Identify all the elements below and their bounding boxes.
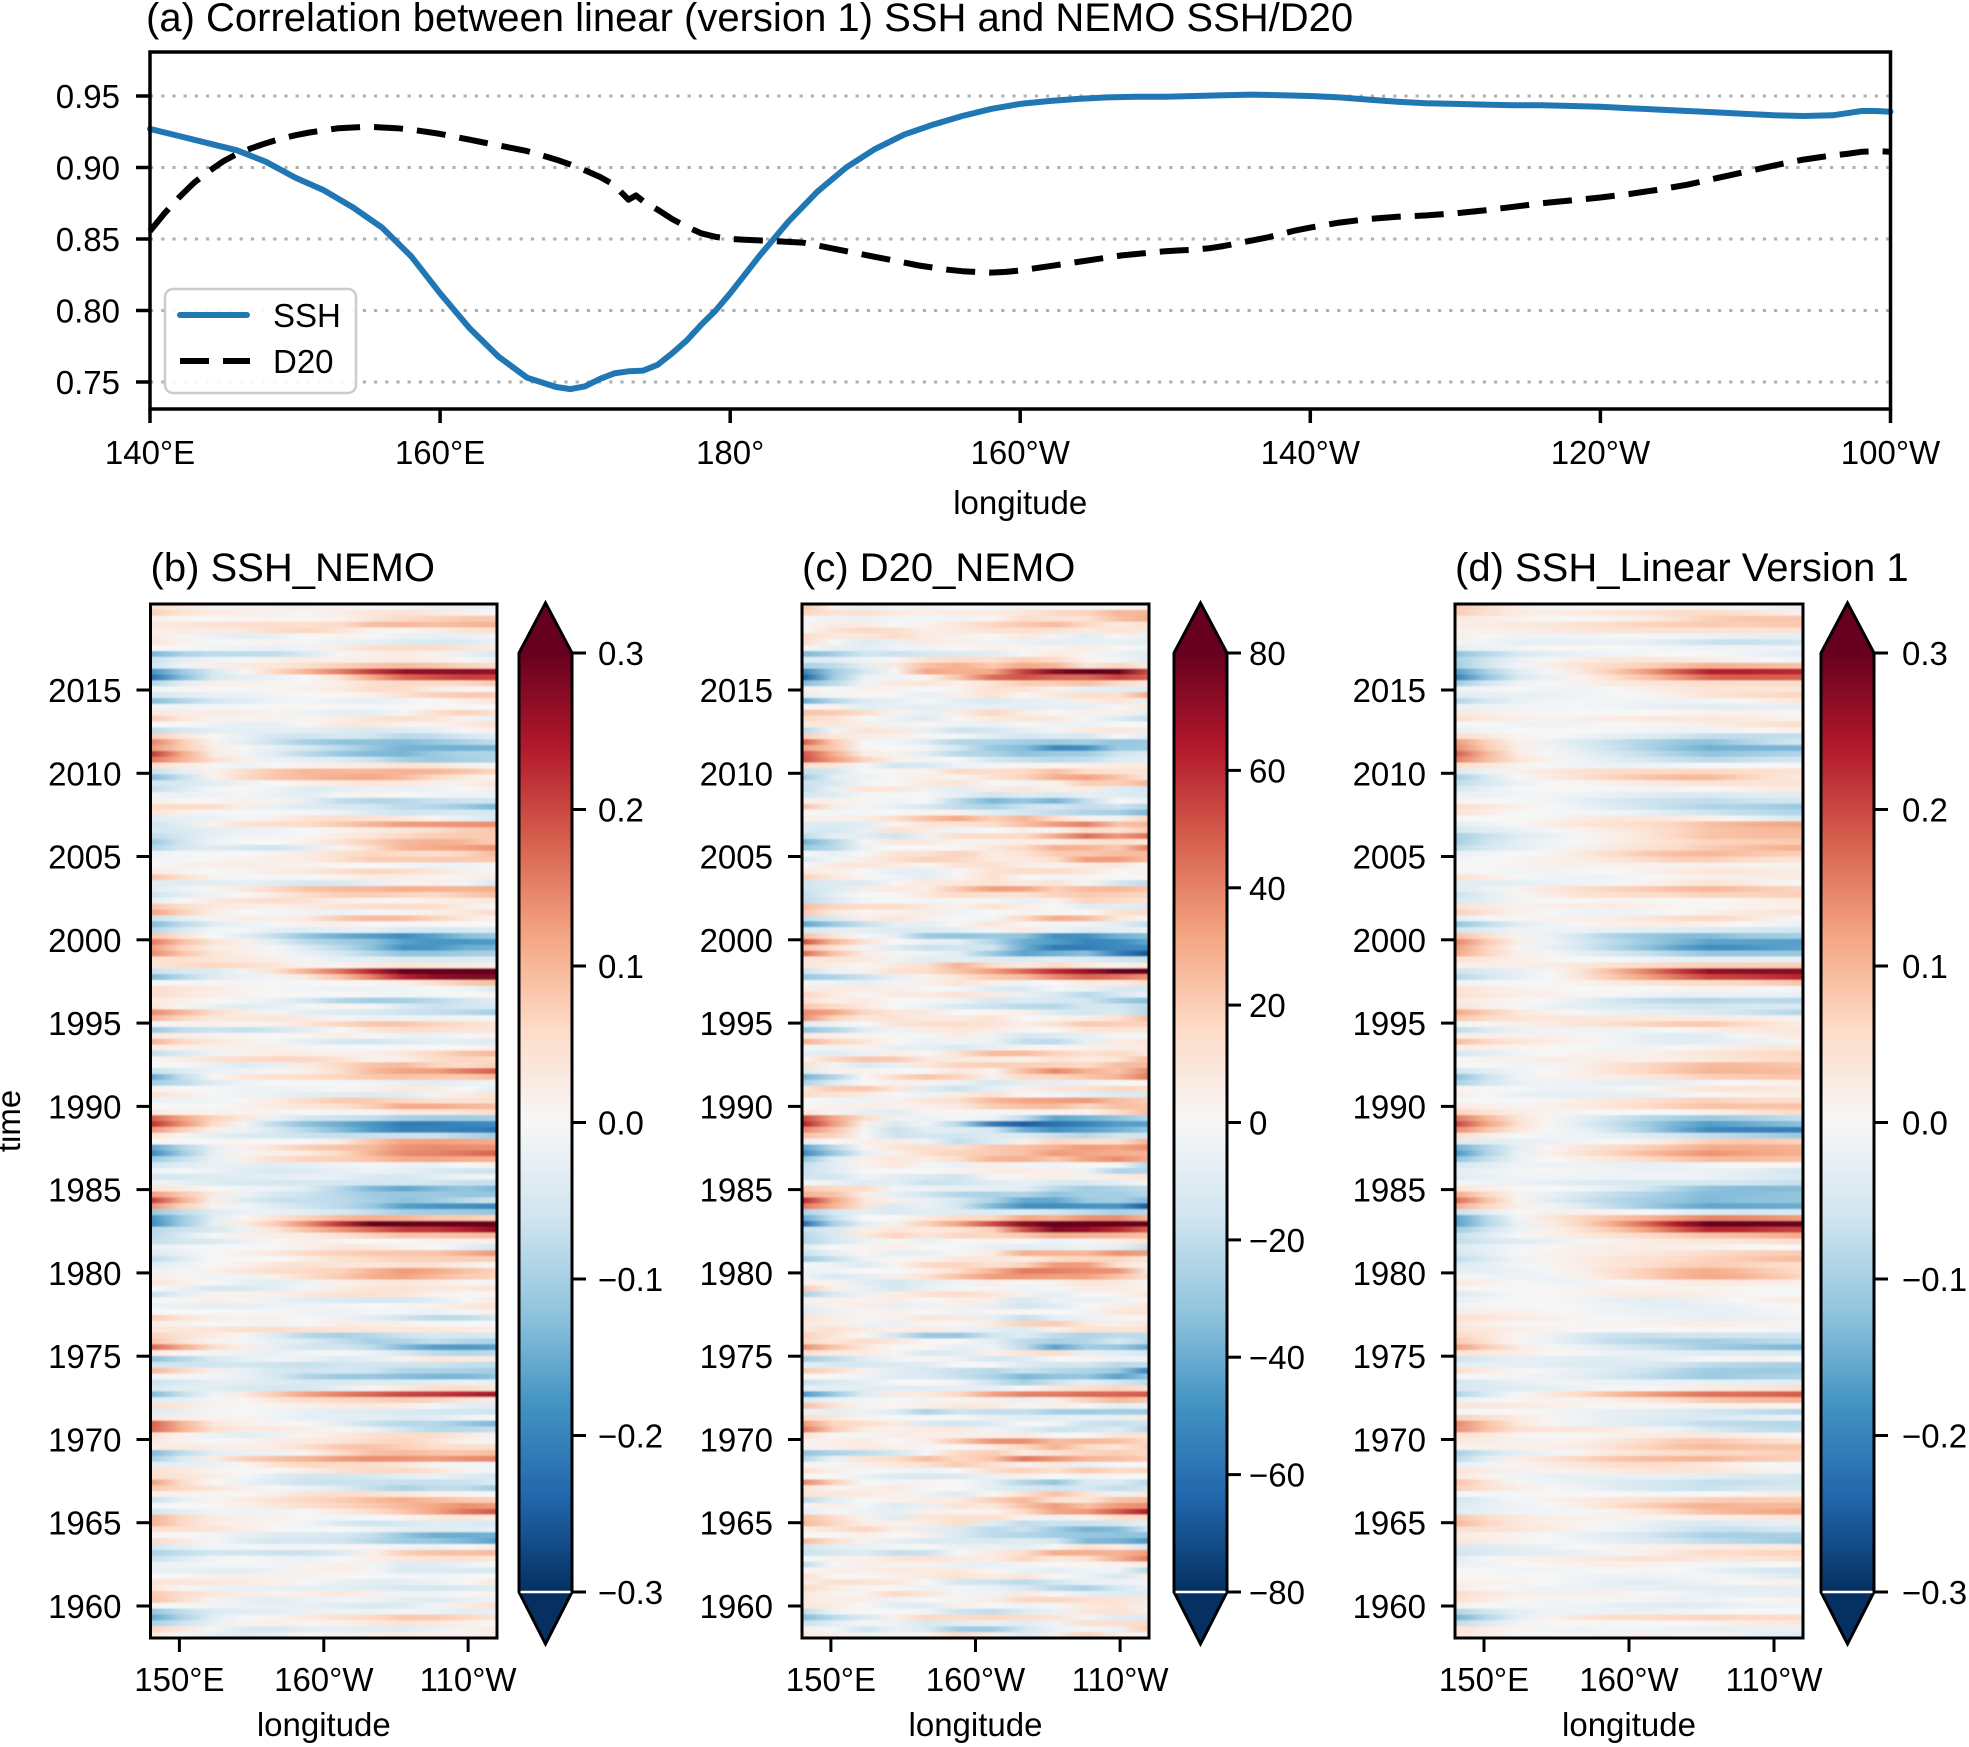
svg-text:150°E: 150°E <box>1439 1661 1529 1698</box>
svg-text:2015: 2015 <box>700 672 773 709</box>
svg-text:1990: 1990 <box>1353 1088 1426 1125</box>
svg-text:0.75: 0.75 <box>56 364 120 401</box>
svg-text:150°E: 150°E <box>786 1661 876 1698</box>
svg-text:−0.1: −0.1 <box>598 1261 663 1298</box>
svg-text:−40: −40 <box>1249 1339 1305 1376</box>
svg-text:(a) Correlation between linear: (a) Correlation between linear (version … <box>146 0 1353 40</box>
svg-text:0.80: 0.80 <box>56 293 120 330</box>
svg-text:1990: 1990 <box>48 1088 121 1125</box>
svg-text:longitude: longitude <box>909 1706 1043 1743</box>
svg-text:2010: 2010 <box>700 755 773 792</box>
svg-text:−20: −20 <box>1249 1222 1305 1259</box>
svg-text:longitude: longitude <box>953 484 1087 521</box>
svg-text:110°W: 110°W <box>1726 1661 1824 1698</box>
svg-text:0.95: 0.95 <box>56 78 120 115</box>
svg-text:40: 40 <box>1249 870 1286 907</box>
svg-text:2005: 2005 <box>48 839 121 876</box>
svg-text:1960: 1960 <box>1353 1588 1426 1625</box>
svg-text:SSH: SSH <box>273 297 341 334</box>
svg-text:1970: 1970 <box>700 1422 773 1459</box>
svg-text:2000: 2000 <box>48 922 121 959</box>
svg-text:1995: 1995 <box>48 1005 121 1042</box>
svg-text:150°E: 150°E <box>134 1661 224 1698</box>
svg-text:−60: −60 <box>1249 1457 1305 1494</box>
svg-text:160°W: 160°W <box>926 1661 1026 1698</box>
svg-text:2005: 2005 <box>1353 839 1426 876</box>
svg-text:60: 60 <box>1249 752 1286 789</box>
svg-text:(d) SSH_Linear Version 1: (d) SSH_Linear Version 1 <box>1455 546 1909 590</box>
svg-text:80: 80 <box>1249 635 1286 672</box>
svg-text:1980: 1980 <box>48 1255 121 1292</box>
svg-text:1985: 1985 <box>700 1172 773 1209</box>
svg-text:(c) D20_NEMO: (c) D20_NEMO <box>802 546 1075 590</box>
svg-text:2000: 2000 <box>700 922 773 959</box>
svg-text:1965: 1965 <box>48 1505 121 1542</box>
svg-text:1985: 1985 <box>1353 1172 1426 1209</box>
svg-text:1975: 1975 <box>1353 1338 1426 1375</box>
svg-text:1960: 1960 <box>48 1588 121 1625</box>
svg-text:−0.1: −0.1 <box>1902 1261 1967 1298</box>
svg-text:1975: 1975 <box>700 1338 773 1375</box>
svg-text:20: 20 <box>1249 987 1286 1024</box>
svg-text:1980: 1980 <box>1353 1255 1426 1292</box>
svg-text:0.2: 0.2 <box>598 792 644 829</box>
svg-text:−0.2: −0.2 <box>1902 1418 1967 1455</box>
svg-text:2000: 2000 <box>1353 922 1426 959</box>
svg-text:2015: 2015 <box>48 672 121 709</box>
svg-text:1995: 1995 <box>700 1005 773 1042</box>
svg-text:2015: 2015 <box>1353 672 1426 709</box>
svg-text:1970: 1970 <box>48 1422 121 1459</box>
svg-text:(b) SSH_NEMO: (b) SSH_NEMO <box>151 546 436 590</box>
svg-text:0.0: 0.0 <box>598 1105 644 1142</box>
svg-text:longitude: longitude <box>257 1706 391 1743</box>
svg-text:2010: 2010 <box>1353 755 1426 792</box>
svg-text:time: time <box>0 1090 27 1152</box>
svg-text:180°: 180° <box>696 434 764 471</box>
svg-text:140°W: 140°W <box>1261 434 1361 471</box>
svg-text:160°W: 160°W <box>1579 1661 1679 1698</box>
svg-text:longitude: longitude <box>1562 1706 1696 1743</box>
svg-text:1960: 1960 <box>700 1588 773 1625</box>
svg-text:0.90: 0.90 <box>56 150 120 187</box>
svg-text:0.85: 0.85 <box>56 221 120 258</box>
svg-text:D20: D20 <box>273 343 334 380</box>
svg-text:160°E: 160°E <box>395 434 485 471</box>
svg-text:0.0: 0.0 <box>1902 1105 1948 1142</box>
svg-text:110°W: 110°W <box>1072 1661 1170 1698</box>
svg-text:160°W: 160°W <box>274 1661 374 1698</box>
svg-text:160°W: 160°W <box>970 434 1070 471</box>
svg-text:0.3: 0.3 <box>598 635 644 672</box>
svg-text:120°W: 120°W <box>1551 434 1651 471</box>
svg-text:1975: 1975 <box>48 1338 121 1375</box>
svg-text:1970: 1970 <box>1353 1422 1426 1459</box>
svg-text:−0.3: −0.3 <box>1902 1574 1967 1611</box>
svg-text:1965: 1965 <box>1353 1505 1426 1542</box>
svg-text:0.1: 0.1 <box>598 948 644 985</box>
svg-text:1965: 1965 <box>700 1505 773 1542</box>
svg-text:100°W: 100°W <box>1841 434 1941 471</box>
svg-text:2010: 2010 <box>48 755 121 792</box>
svg-text:1995: 1995 <box>1353 1005 1426 1042</box>
svg-text:0: 0 <box>1249 1105 1267 1142</box>
svg-text:140°E: 140°E <box>105 434 195 471</box>
svg-text:0.1: 0.1 <box>1902 948 1948 985</box>
svg-text:1985: 1985 <box>48 1172 121 1209</box>
svg-text:−80: −80 <box>1249 1574 1305 1611</box>
svg-text:−0.2: −0.2 <box>598 1418 663 1455</box>
svg-text:1990: 1990 <box>700 1088 773 1125</box>
svg-text:2005: 2005 <box>700 839 773 876</box>
svg-text:0.3: 0.3 <box>1902 635 1948 672</box>
svg-text:1980: 1980 <box>700 1255 773 1292</box>
svg-text:0.2: 0.2 <box>1902 792 1948 829</box>
svg-text:−0.3: −0.3 <box>598 1574 663 1611</box>
svg-text:110°W: 110°W <box>420 1661 518 1698</box>
